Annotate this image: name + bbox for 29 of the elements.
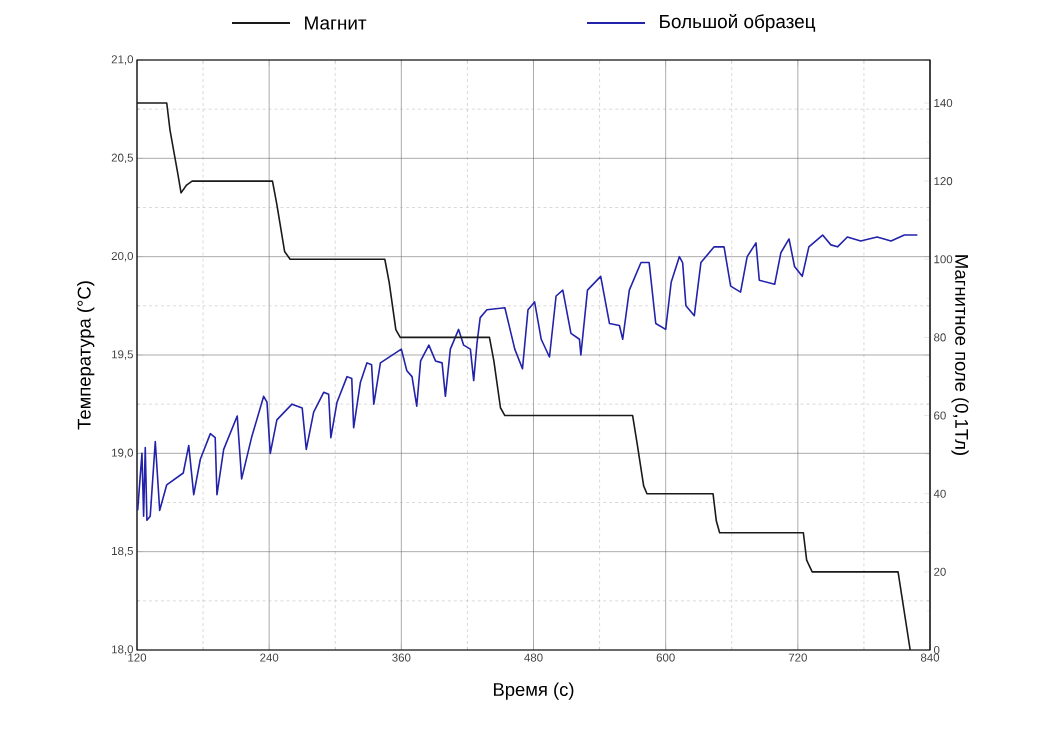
- x-tick-label: 120: [128, 653, 147, 662]
- x-tick-label: 240: [260, 653, 279, 662]
- x-tick-label: 840: [920, 653, 940, 662]
- legend-label: Большой образец: [660, 14, 816, 32]
- y-tick-label: 21,0: [111, 55, 134, 65]
- x-tick-label: 720: [788, 653, 807, 662]
- y2-tick-label: 140: [934, 98, 953, 108]
- y-axis-title: Температура (°C): [77, 281, 95, 430]
- line-series: [137, 102, 911, 650]
- y-tick-label: 18,5: [112, 546, 133, 557]
- y-tick-label: 18,0: [112, 645, 134, 655]
- y2-tick-label: 120: [934, 177, 953, 186]
- y2-tick-label: 100: [934, 255, 953, 264]
- x-tick-label: 600: [656, 653, 675, 662]
- y2-tick-label: 80: [934, 333, 946, 342]
- x-axis-title: Время (с): [493, 682, 574, 700]
- y2-tick-label: 40: [933, 489, 946, 498]
- line-series: [137, 234, 919, 521]
- legend-label: Магнит: [305, 16, 367, 30]
- y-tick-label: 20,5: [111, 153, 133, 164]
- y-tick-label: 19,0: [112, 448, 134, 459]
- x-tick-label: 360: [392, 653, 411, 662]
- y-tick-label: 20,0: [111, 251, 134, 262]
- x-tick-label: 480: [524, 653, 543, 662]
- y2-tick-label: 0: [933, 645, 940, 655]
- y2-tick-label: 60: [934, 411, 946, 420]
- y-tick-label: 19,5: [112, 350, 133, 360]
- y2-axis-title: Магнитное поле (0,1Тл): [951, 255, 969, 455]
- y2-tick-label: 20: [934, 567, 946, 576]
